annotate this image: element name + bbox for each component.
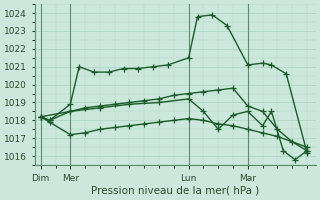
X-axis label: Pression niveau de la mer( hPa ): Pression niveau de la mer( hPa ) (91, 186, 260, 196)
